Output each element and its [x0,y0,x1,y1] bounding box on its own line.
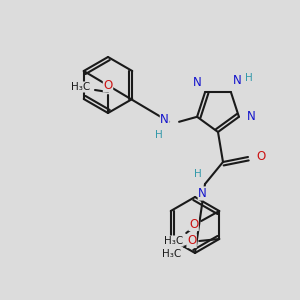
Text: N: N [233,74,242,87]
Text: O: O [103,79,112,92]
Text: O: O [256,151,265,164]
Text: H₃C: H₃C [162,249,181,259]
Text: O: O [187,235,196,248]
Text: H₃C: H₃C [71,82,90,92]
Text: N: N [160,113,169,126]
Text: N: N [247,110,256,123]
Text: N: N [198,187,207,200]
Text: H: H [155,130,163,140]
Text: O: O [189,218,198,230]
Text: H₃C: H₃C [164,236,183,246]
Text: H: H [245,73,253,83]
Text: N: N [193,76,202,89]
Text: H: H [194,169,202,179]
